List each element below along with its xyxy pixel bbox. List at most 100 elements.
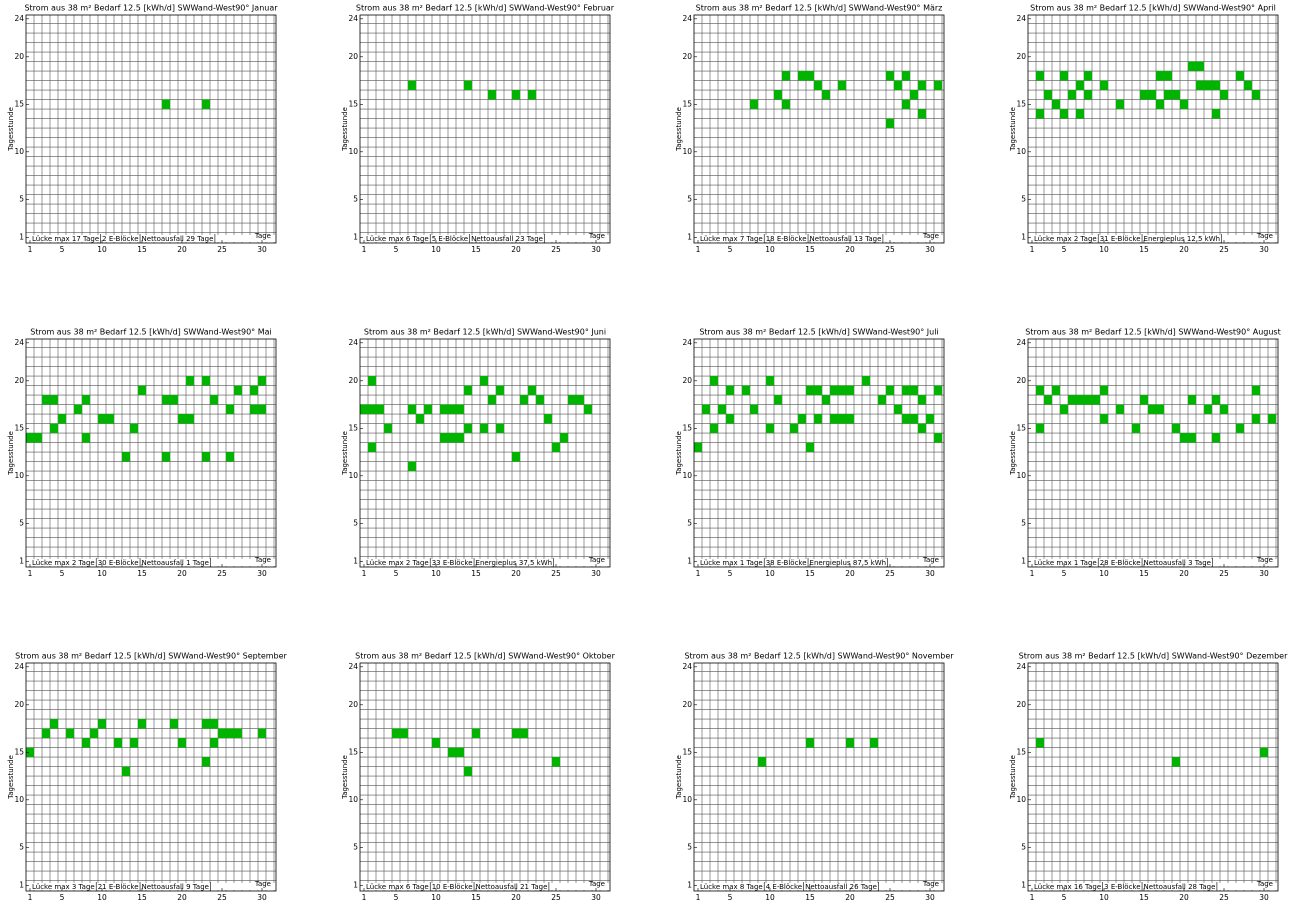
y-tick-label: 24 <box>682 14 692 23</box>
x-tick-label: 1 <box>1030 245 1035 254</box>
x-tick-label: 15 <box>1139 245 1149 254</box>
x-tick-label: 30 <box>925 893 935 902</box>
cell <box>830 414 838 424</box>
annotation: Nettoausfall 29 Tage <box>142 235 214 243</box>
x-tick-label: 10 <box>97 569 107 578</box>
x-tick-label: 1 <box>362 569 367 578</box>
x-tick-label: 15 <box>1139 569 1149 578</box>
x-tick-label: 30 <box>1259 569 1269 578</box>
x-axis-label: Tage <box>922 880 939 888</box>
y-tick-label: 24 <box>348 14 358 23</box>
x-tick-label: 1 <box>28 245 33 254</box>
cell <box>42 728 50 739</box>
x-tick-label: 10 <box>1099 245 1109 254</box>
cell <box>894 404 902 415</box>
x-tick-label: 10 <box>431 245 441 254</box>
x-axis-label: Tage <box>254 232 271 240</box>
x-tick-label: 20 <box>177 893 187 902</box>
cell <box>50 423 58 434</box>
cell <box>202 99 210 110</box>
cell <box>408 404 416 415</box>
cell <box>1172 423 1180 434</box>
annotation: 28 E-Blöcke <box>1100 559 1141 567</box>
cell <box>480 423 488 434</box>
cell <box>552 442 560 453</box>
y-tick-label: 1 <box>687 232 692 241</box>
cell <box>798 414 806 424</box>
cell <box>694 442 702 453</box>
x-tick-label: 25 <box>885 245 895 254</box>
cell <box>918 80 926 91</box>
x-tick-label: 5 <box>394 569 399 578</box>
cell <box>902 414 910 424</box>
cell <box>250 385 258 396</box>
cell <box>1036 423 1044 434</box>
cell <box>408 461 416 472</box>
annotation-strip <box>27 235 275 242</box>
cell <box>226 404 234 415</box>
cell <box>1100 385 1108 396</box>
cell <box>1196 61 1204 72</box>
annotation: Nettoausfall 3 Tage <box>1144 559 1211 567</box>
annotation: Nettoausfall 13 Tage <box>810 235 882 243</box>
plot-frame <box>693 338 945 568</box>
cell <box>806 442 814 453</box>
y-tick-label: 24 <box>14 338 24 347</box>
cell <box>234 728 242 739</box>
cell <box>384 423 392 434</box>
y-tick-label: 5 <box>19 842 24 851</box>
x-tick-label: 15 <box>805 245 815 254</box>
y-tick-label: 5 <box>1021 194 1026 203</box>
cell <box>1252 414 1260 424</box>
y-axis-label: Tagesstunde <box>341 107 349 152</box>
cell <box>186 414 194 424</box>
y-tick-label: 10 <box>14 147 24 156</box>
cell <box>512 728 520 739</box>
cell <box>1140 395 1148 405</box>
x-tick-label: 15 <box>471 245 481 254</box>
cell <box>934 433 942 443</box>
cell <box>536 395 544 405</box>
y-tick-label: 15 <box>348 747 358 756</box>
cell <box>918 395 926 405</box>
x-tick-label: 20 <box>1179 245 1189 254</box>
cell <box>1156 404 1164 415</box>
cell <box>806 738 814 748</box>
cell <box>1164 71 1172 81</box>
cell <box>496 423 504 434</box>
cell <box>496 385 504 396</box>
annotation: Energieplus 87,5 kWh <box>810 559 887 567</box>
y-tick-label: 20 <box>348 376 358 385</box>
cell <box>918 109 926 119</box>
chart-title: Strom aus 38 m² Bedarf 12.5 [kWh/d] SWWa… <box>699 328 938 337</box>
cell <box>726 414 734 424</box>
x-tick-label: 25 <box>217 569 227 578</box>
plot-frame <box>25 662 277 892</box>
y-tick-label: 1 <box>353 556 358 565</box>
cell <box>1212 109 1220 119</box>
annotation: Energieplus 37,5 kWh <box>476 559 553 567</box>
y-tick-label: 10 <box>14 471 24 480</box>
cell <box>806 71 814 81</box>
cell <box>902 385 910 396</box>
cell <box>886 118 894 129</box>
chart: Lücke max 7 Tage 18 E-Blöcke Nettoausfall … <box>675 4 945 254</box>
cell <box>766 376 774 386</box>
cell <box>568 395 576 405</box>
chart-title: Strom aus 38 m² Bedarf 12.5 [kWh/d] SWWa… <box>15 652 287 661</box>
cell <box>1060 71 1068 81</box>
cell <box>448 747 456 758</box>
cell <box>1244 80 1252 91</box>
cell <box>170 395 178 405</box>
plot-frame <box>1027 14 1279 244</box>
cell <box>702 404 710 415</box>
cell <box>162 452 170 462</box>
x-tick-label: 1 <box>28 893 33 902</box>
x-tick-label: 10 <box>1099 569 1109 578</box>
annotation: Nettoausfall 28 Tage <box>1144 883 1216 891</box>
cell <box>1188 395 1196 405</box>
cell <box>726 385 734 396</box>
chart-title: Strom aus 38 m² Bedarf 12.5 [kWh/d] SWWa… <box>30 328 272 337</box>
cell <box>790 423 798 434</box>
